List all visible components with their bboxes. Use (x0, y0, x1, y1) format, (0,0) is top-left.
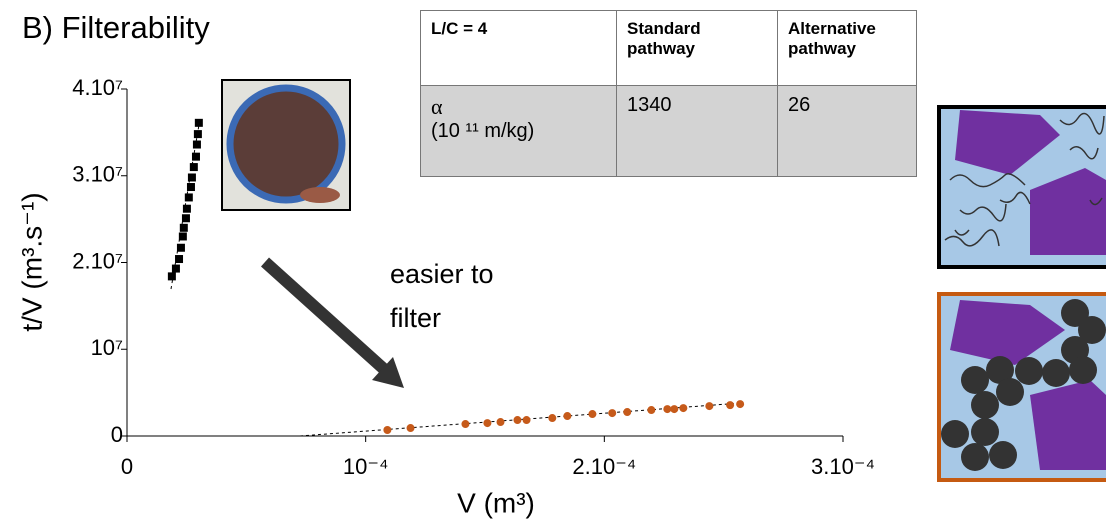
point (623, 408, 632, 417)
point (178, 232, 187, 241)
particles (941, 299, 1106, 471)
point (191, 152, 200, 161)
point (186, 183, 195, 192)
point (736, 400, 745, 409)
particle (1030, 168, 1106, 255)
x-tick-label: 10⁻⁴ (343, 454, 389, 479)
header-cell: Standard pathway (616, 10, 778, 86)
row-label: α (10 ¹¹ m/kg) (420, 85, 617, 177)
y-axis-label: t/V (m³.s⁻¹) (16, 192, 47, 331)
x-tick-label: 2.10⁻⁴ (572, 454, 636, 479)
point (483, 419, 492, 428)
point (548, 414, 557, 423)
point (705, 402, 714, 411)
point (496, 418, 505, 427)
cell: 26 (777, 85, 917, 177)
point (406, 424, 415, 433)
point (194, 118, 203, 127)
fit-line (170, 118, 201, 290)
point (608, 409, 617, 418)
row-label-line: α (431, 94, 443, 119)
x-tick-label: 3.10⁻⁴ (811, 454, 875, 479)
point (187, 173, 196, 182)
cell: 1340 (616, 85, 778, 177)
y-tick-label: 10⁷ (91, 335, 123, 360)
y-tick-label: 2.10⁷ (72, 248, 123, 273)
point (461, 420, 470, 429)
point (588, 410, 597, 419)
point (179, 223, 188, 232)
point (670, 405, 679, 414)
table: L/C = 4 Standard pathway Alternative pat… (420, 10, 917, 177)
point (513, 416, 522, 425)
point (726, 401, 735, 410)
chart-title: B) Filterability (22, 10, 210, 45)
header-cell: Alternative pathway (777, 10, 917, 86)
table-header: L/C = 4 Standard pathway Alternative pat… (420, 10, 917, 86)
point (181, 214, 190, 223)
y-tick-label: 3.10⁷ (72, 162, 123, 187)
x-axis-label: V (m³) (457, 487, 535, 518)
point (647, 406, 656, 415)
annotation: easier to (390, 259, 494, 289)
header-cell: L/C = 4 (420, 10, 617, 86)
row-label-line: (10 ¹¹ m/kg) (431, 120, 535, 142)
particle (1030, 380, 1106, 470)
point (193, 130, 202, 139)
point (522, 416, 531, 425)
particle (950, 300, 1065, 365)
photo-filter (226, 84, 346, 204)
arrow-head (372, 357, 404, 388)
point (171, 264, 180, 273)
table-row: α (10 ¹¹ m/kg) 1340 26 (420, 85, 917, 177)
point (679, 404, 688, 413)
point (175, 255, 184, 264)
y-tick-label: 0 (111, 422, 123, 447)
point (176, 243, 185, 252)
photo-stain (300, 187, 340, 203)
point (663, 405, 672, 414)
point (192, 140, 201, 149)
point (184, 193, 193, 202)
point (182, 204, 191, 213)
particle (955, 110, 1060, 175)
annotation: filter (390, 303, 441, 333)
point (189, 163, 198, 172)
point (167, 272, 176, 281)
polymer (944, 112, 1105, 247)
y-tick-label: 4.10⁷ (72, 75, 123, 100)
arrow (260, 257, 390, 375)
point (563, 412, 572, 421)
x-tick-label: 0 (121, 454, 133, 479)
point (383, 426, 392, 435)
